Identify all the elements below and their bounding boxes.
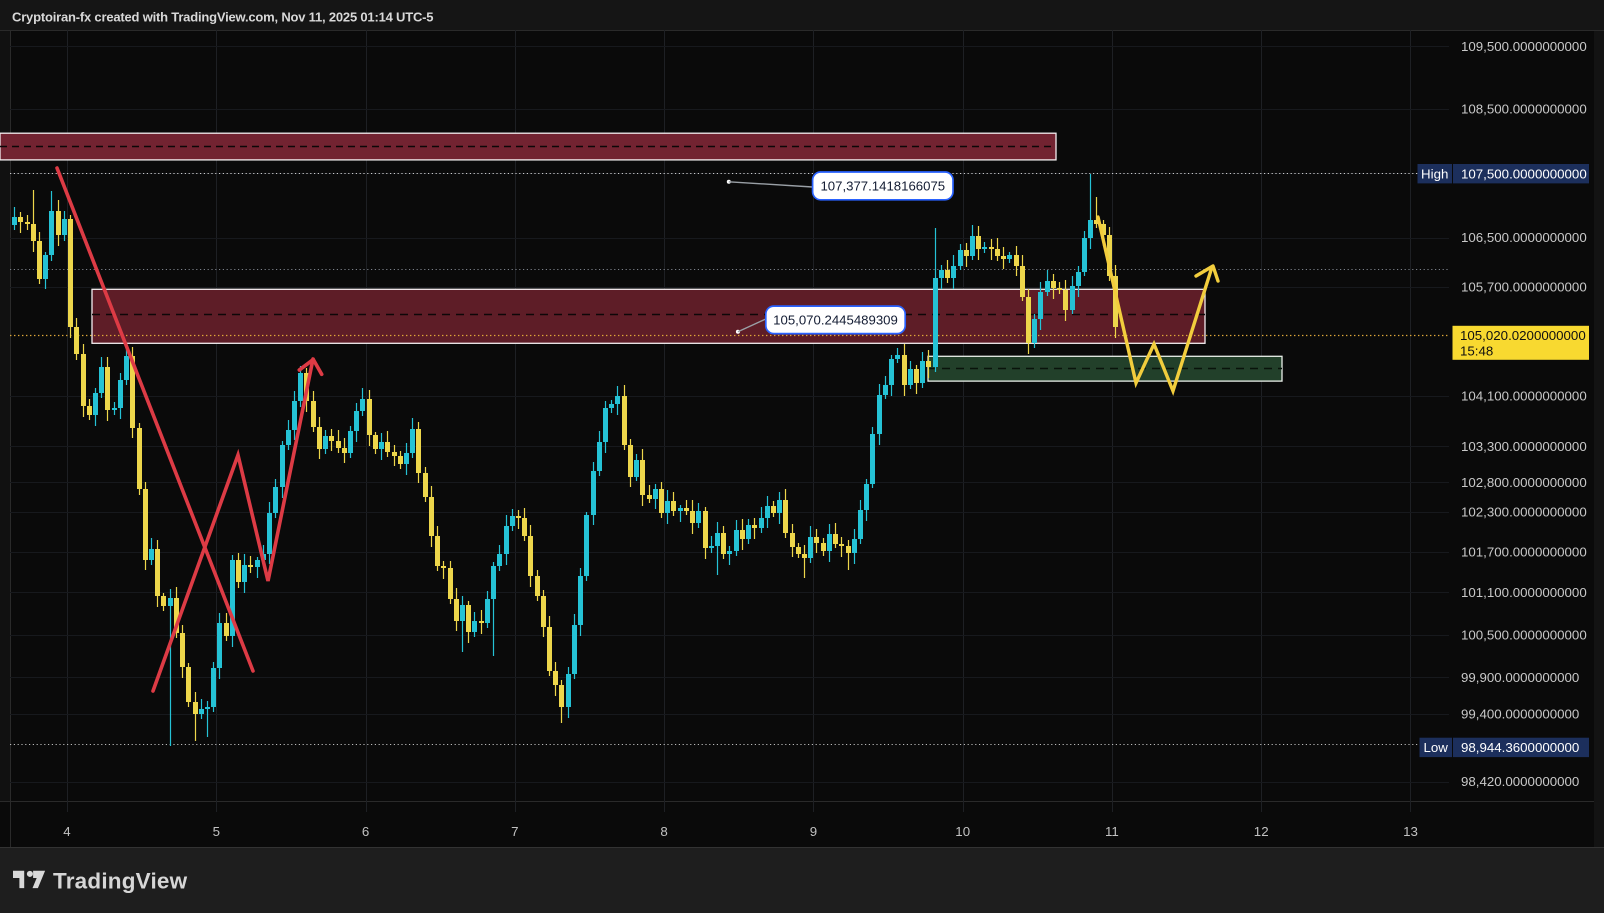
svg-text:103,300.0000000000: 103,300.0000000000 [1461,439,1587,454]
svg-text:106,500.0000000000: 106,500.0000000000 [1461,230,1587,245]
svg-text:7: 7 [511,824,518,839]
svg-text:108,500.0000000000: 108,500.0000000000 [1461,102,1587,117]
svg-text:10: 10 [955,824,970,839]
svg-text:15:48: 15:48 [1460,343,1493,358]
svg-text:105,700.0000000000: 105,700.0000000000 [1461,280,1587,295]
svg-text:8: 8 [660,824,667,839]
svg-text:High: High [1421,166,1448,181]
svg-text:5: 5 [213,824,220,839]
svg-text:105,070.2445489309: 105,070.2445489309 [773,312,898,327]
svg-text:6: 6 [362,824,369,839]
svg-text:TradingView: TradingView [53,869,188,894]
svg-text:99,400.0000000000: 99,400.0000000000 [1461,707,1579,722]
svg-text:101,700.0000000000: 101,700.0000000000 [1461,544,1587,559]
svg-text:109,500.0000000000: 109,500.0000000000 [1461,39,1587,54]
svg-text:104,100.0000000000: 104,100.0000000000 [1461,388,1587,403]
svg-text:12: 12 [1254,824,1269,839]
svg-text:102,300.0000000000: 102,300.0000000000 [1461,505,1587,520]
svg-text:99,900.0000000000: 99,900.0000000000 [1461,670,1579,685]
svg-text:105,020.0200000000: 105,020.0200000000 [1460,328,1586,343]
svg-text:13: 13 [1403,824,1418,839]
svg-text:4: 4 [63,824,70,839]
svg-text:11: 11 [1105,824,1119,839]
svg-text:107,500.0000000000: 107,500.0000000000 [1461,166,1587,181]
svg-text:98,420.0000000000: 98,420.0000000000 [1461,774,1579,789]
svg-text:Cryptoiran-fx created with Tra: Cryptoiran-fx created with TradingView.c… [12,10,433,25]
svg-text:107,377.1418166075: 107,377.1418166075 [820,178,945,193]
svg-text:Low: Low [1423,740,1448,755]
svg-text:101,100.0000000000: 101,100.0000000000 [1461,585,1587,600]
svg-text:98,944.3600000000: 98,944.3600000000 [1461,740,1579,755]
svg-text:102,800.0000000000: 102,800.0000000000 [1461,475,1587,490]
svg-text:100,500.0000000000: 100,500.0000000000 [1461,627,1587,642]
svg-text:9: 9 [810,824,817,839]
